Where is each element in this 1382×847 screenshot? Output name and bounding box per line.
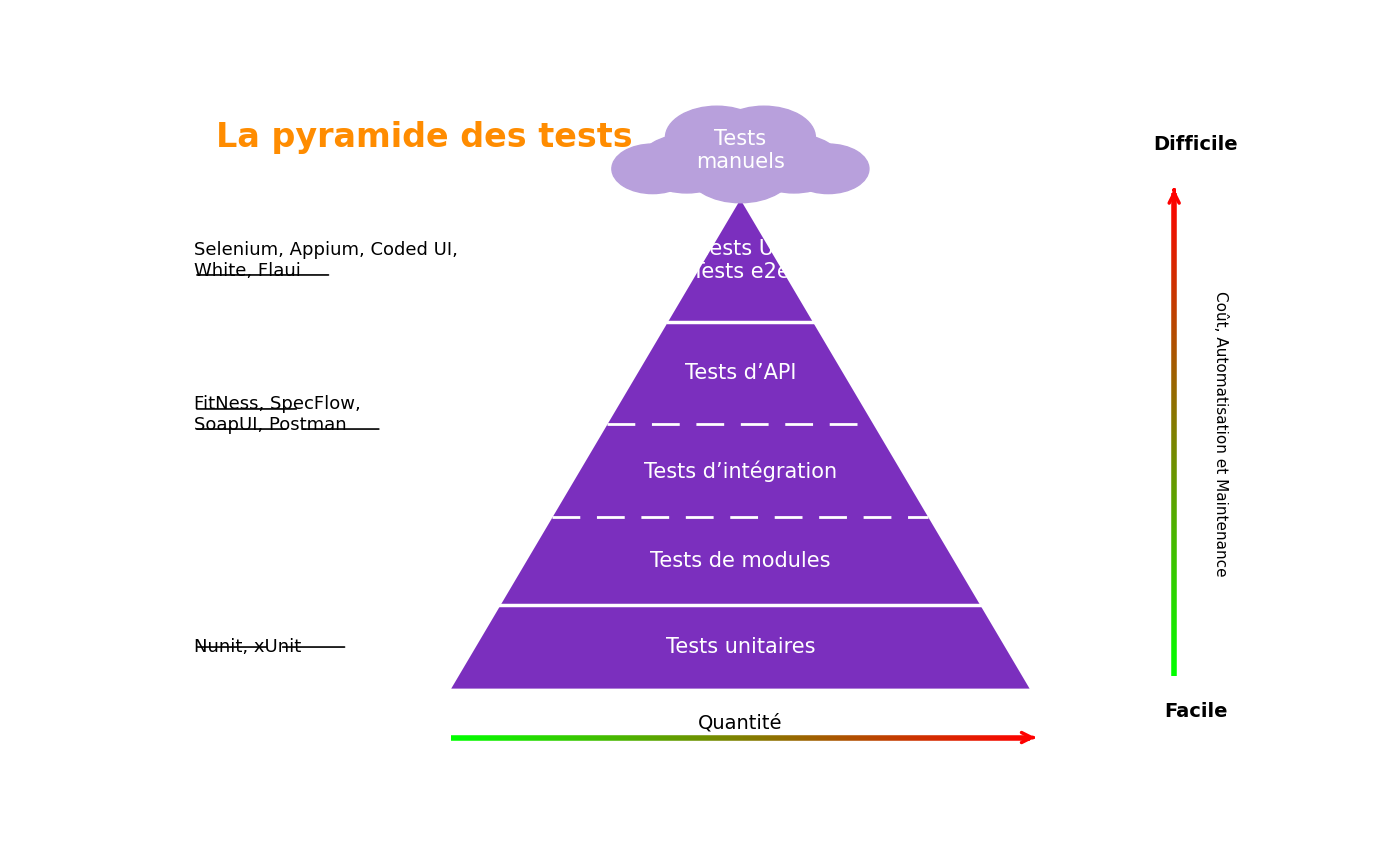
Text: Quantité: Quantité <box>698 713 782 732</box>
Circle shape <box>666 106 768 169</box>
Circle shape <box>638 134 735 193</box>
Circle shape <box>788 144 869 194</box>
Text: Coût, Automatisation et Maintenance: Coût, Automatisation et Maintenance <box>1213 291 1227 577</box>
Text: Difficile: Difficile <box>1154 135 1238 153</box>
Text: Facile: Facile <box>1164 702 1227 721</box>
Text: Selenium, Appium, Coded UI,
White, Flaui: Selenium, Appium, Coded UI, White, Flaui <box>193 241 457 280</box>
Text: Tests d’intégration: Tests d’intégration <box>644 460 837 482</box>
Text: FitNess, SpecFlow,
SoapUI, Postman: FitNess, SpecFlow, SoapUI, Postman <box>193 396 361 435</box>
Text: Tests d’API: Tests d’API <box>684 363 796 383</box>
Circle shape <box>679 113 803 188</box>
Text: Tests unitaires: Tests unitaires <box>666 637 815 657</box>
Circle shape <box>612 144 694 194</box>
Circle shape <box>687 137 793 202</box>
Text: Tests
manuels: Tests manuels <box>697 129 785 172</box>
Text: Tests UI
Tests e2e: Tests UI Tests e2e <box>691 239 789 282</box>
Circle shape <box>746 134 842 193</box>
Polygon shape <box>451 199 1030 689</box>
Text: La pyramide des tests: La pyramide des tests <box>216 121 632 154</box>
Text: Nunit, xUnit: Nunit, xUnit <box>193 638 301 656</box>
Text: Tests de modules: Tests de modules <box>650 551 831 572</box>
Circle shape <box>713 106 815 169</box>
